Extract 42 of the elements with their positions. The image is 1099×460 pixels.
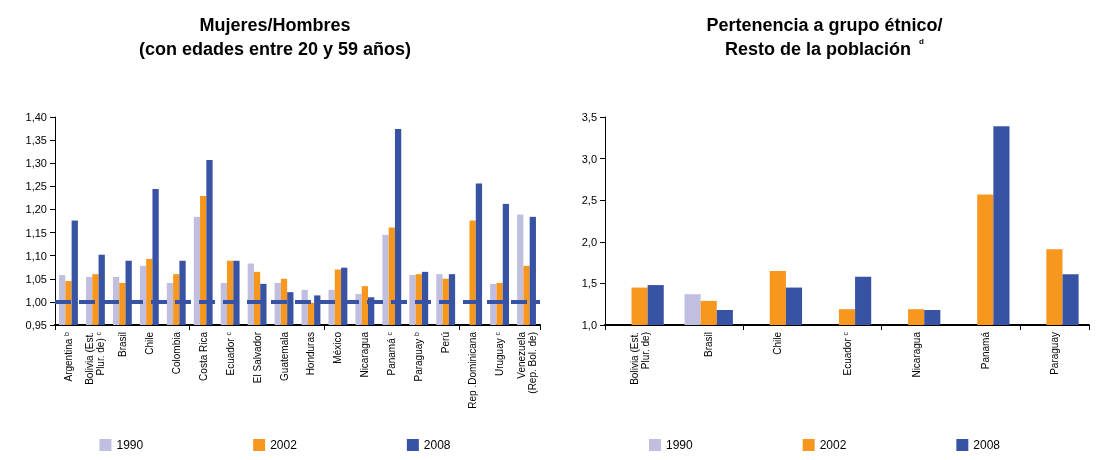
x-tick-label: Rep .Dominicana bbox=[467, 331, 479, 409]
legend-label: 1990 bbox=[665, 438, 693, 452]
y-tick-label: 1,05 bbox=[25, 272, 47, 285]
legend-label: 2002 bbox=[819, 438, 847, 452]
legend-label: 1990 bbox=[116, 438, 144, 452]
x-tick-label: Bolivia (Est. Plur. de) bbox=[628, 332, 651, 385]
y-tick-label: 1,10 bbox=[25, 249, 47, 262]
legend-label: 2008 bbox=[973, 438, 1001, 452]
x-tick-label: Honduras bbox=[305, 332, 317, 376]
x-tick-label: Chile bbox=[772, 331, 784, 355]
chart-title: Pertenencia a grupo étnico/ Resto de la población d bbox=[706, 15, 943, 59]
y-tick-label: 1,15 bbox=[25, 226, 47, 239]
y-tick-label: 1,35 bbox=[25, 134, 47, 147]
x-tick-label: Colombia bbox=[170, 331, 182, 375]
x-tick-label: México bbox=[332, 331, 344, 364]
y-tick-label: 1,40 bbox=[25, 111, 47, 123]
y-tick-label: 1,25 bbox=[25, 180, 47, 193]
y-tick-label: 1,00 bbox=[25, 295, 47, 308]
legend-label: 2008 bbox=[423, 438, 451, 452]
y-tick-label: 3,5 bbox=[581, 111, 597, 123]
y-tick-label: 1,30 bbox=[25, 157, 47, 170]
y-tick-label: 1,5 bbox=[581, 277, 597, 290]
x-tick-label: Paraguay bbox=[1048, 332, 1060, 375]
x-tick-label: Perú bbox=[440, 332, 452, 354]
x-tick-label: Guatemala bbox=[278, 331, 290, 381]
y-tick-label: 2,0 bbox=[581, 235, 597, 248]
x-tick-label: Costa Rica bbox=[197, 331, 209, 381]
x-tick-label: El Salvador bbox=[251, 331, 263, 384]
x-tick-label: Nicaragua bbox=[359, 331, 371, 378]
y-tick-label: 1,20 bbox=[25, 203, 47, 216]
y-tick-label: 0,95 bbox=[25, 319, 47, 331]
chart-title: Mujeres/Hombres (con edades entre 20 y 59 años) bbox=[138, 15, 412, 59]
x-tick-label: Nicaragua bbox=[910, 331, 922, 378]
y-tick-label: 3,0 bbox=[581, 152, 597, 165]
y-tick-label: 2,5 bbox=[581, 194, 597, 207]
x-tick-label: Brasil bbox=[116, 332, 128, 358]
y-tick-label: 1,0 bbox=[581, 319, 597, 331]
x-tick-label: Venezuela (Rep. Bol. de) bbox=[515, 331, 538, 394]
legend-label: 2002 bbox=[270, 438, 298, 452]
x-tick-label: Chile bbox=[143, 331, 155, 355]
x-tick-label: Panamá bbox=[979, 331, 991, 370]
x-tick-label: Brasil bbox=[703, 332, 715, 358]
